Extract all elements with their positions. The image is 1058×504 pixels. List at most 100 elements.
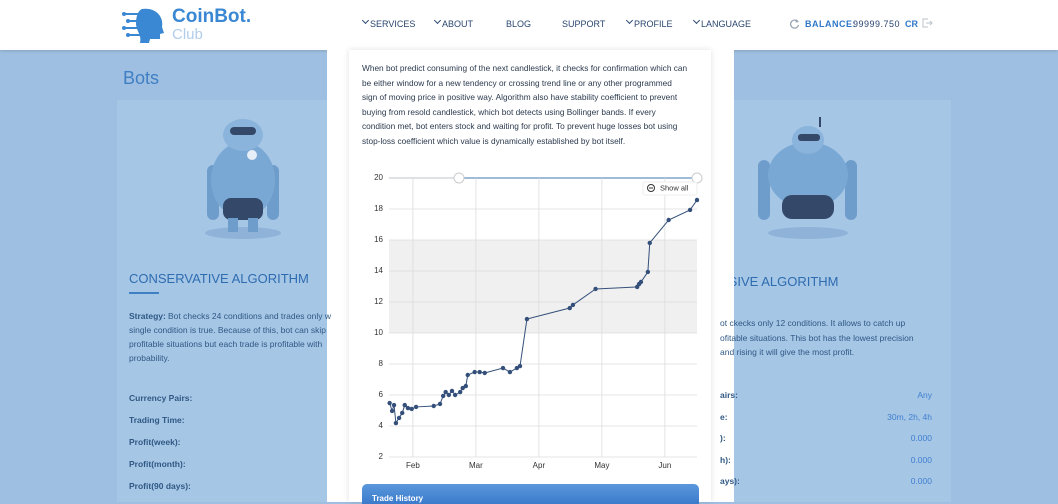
y-tick-label: 10 — [374, 328, 383, 337]
title-underline — [129, 292, 159, 294]
x-tick-label: May — [594, 461, 609, 470]
point — [472, 369, 477, 375]
y-tick-label: 20 — [374, 173, 383, 182]
chart: 2 4 6 8 10 12 14 16 18 20 Feb Mar Apr May Jun Show all — [374, 172, 703, 470]
point — [465, 372, 470, 378]
row-label: ): — [720, 433, 726, 443]
point — [507, 369, 513, 375]
point — [524, 316, 530, 322]
show-all-label[interactable]: Show all — [660, 183, 689, 192]
point — [443, 389, 448, 395]
row-label: e: — [720, 411, 728, 422]
nav-item[interactable]: ABOUT — [442, 19, 474, 29]
description-line: buying from resold candlestick, which bo… — [362, 106, 656, 117]
balance-unit: CR — [905, 19, 918, 29]
nav-chevron[interactable] — [433, 16, 442, 25]
description-line: condition met, bot enters stock and wait… — [362, 121, 678, 131]
point — [482, 370, 487, 376]
robot-left — [205, 119, 281, 239]
x-tick-label: Mar — [469, 461, 483, 470]
strategy-line: single condition is true. Because of thi… — [129, 325, 327, 335]
point — [687, 207, 693, 213]
y-tick-label: 18 — [374, 204, 383, 213]
point — [567, 305, 572, 311]
nav-chevron[interactable] — [361, 16, 370, 25]
zoom-icon[interactable] — [647, 184, 655, 192]
robot-right — [758, 117, 857, 239]
logo-subtitle[interactable]: Club — [172, 26, 203, 43]
point — [405, 405, 411, 411]
point — [645, 269, 651, 275]
row-label: Profit(90 days): — [129, 481, 191, 491]
nav-chevron[interactable] — [625, 16, 634, 25]
plot-band — [389, 240, 697, 333]
point — [393, 420, 399, 426]
point — [463, 383, 469, 389]
logo-icon[interactable] — [122, 5, 167, 43]
nav-item[interactable]: SERVICES — [370, 19, 416, 29]
trade-history-title[interactable]: Trade History — [372, 494, 424, 503]
navigator-handle[interactable] — [453, 172, 465, 184]
point — [666, 217, 671, 223]
point — [391, 402, 397, 408]
point — [694, 197, 700, 203]
y-tick-label: 12 — [374, 297, 383, 306]
nav-item[interactable]: PROFILE — [634, 19, 673, 29]
refresh-icon[interactable] — [789, 18, 800, 29]
row-label: Profit(week): — [129, 437, 181, 447]
nav-item[interactable]: LANGUAGE — [701, 19, 752, 29]
description-line: sign of moving price in positive way. Al… — [362, 92, 678, 102]
point — [570, 302, 576, 308]
header: CoinBot. Club SERVICES ABOUT BLOG SUPPORT PR… — [0, 0, 1058, 50]
card-line: and rising it will give the most profit. — [720, 347, 855, 357]
point — [402, 402, 407, 408]
point — [457, 389, 463, 395]
point — [449, 388, 455, 394]
point — [387, 400, 392, 406]
nav-item[interactable]: SUPPORT — [562, 19, 606, 29]
point — [400, 410, 405, 416]
row-label: ays): — [720, 476, 740, 486]
strategy-line: Bot checks 24 conditions and trades only… — [168, 311, 332, 321]
row-value: 30m, 2h, 4h — [887, 411, 932, 422]
point — [460, 385, 465, 391]
point — [517, 363, 523, 369]
y-tick-label: 16 — [374, 235, 383, 244]
card-line: ot ckecks only 12 conditions. It allows … — [720, 318, 906, 328]
x-tick-label: Feb — [406, 461, 420, 470]
row-label: Profit(month): — [129, 459, 186, 469]
show-all-button[interactable] — [642, 181, 698, 196]
row-label: Currency Pairs: — [129, 393, 193, 403]
page-title: Bots — [123, 68, 160, 88]
y-tick-label: 14 — [374, 266, 383, 275]
point — [413, 404, 419, 410]
point — [647, 240, 652, 246]
row-value: 0.000 — [910, 433, 932, 443]
y-tick-label: 2 — [379, 452, 384, 461]
balance-label: BALANCE: — [805, 19, 856, 29]
row-value: 0.000 — [910, 476, 932, 486]
point — [389, 408, 395, 414]
description-line: stop-loss coefficient which value is dyn… — [362, 135, 626, 146]
point — [452, 392, 458, 398]
point — [437, 401, 443, 407]
strategy-label: Strategy: — [129, 311, 166, 321]
point — [477, 369, 482, 375]
nav-chevron[interactable] — [692, 16, 701, 25]
trade-history-bar[interactable] — [362, 484, 699, 504]
balance-value: 99999.750 — [853, 19, 901, 29]
logout-icon[interactable] — [921, 17, 933, 29]
nav-item[interactable]: BLOG — [506, 19, 532, 29]
y-tick-label: 8 — [379, 359, 384, 368]
description-line: be either window for a new tendency or c… — [362, 77, 672, 88]
strategy-line: probability. — [129, 353, 170, 363]
card-title: CONSERVATIVE ALGORITHM — [129, 271, 309, 286]
point — [396, 415, 402, 421]
row-value: Any — [917, 390, 932, 400]
point — [409, 406, 414, 412]
row-label: airs: — [720, 390, 738, 400]
row-label: h): — [720, 454, 731, 465]
strategy-line: profitable situations but each trade is … — [129, 339, 323, 349]
logo-title[interactable]: CoinBot. — [172, 6, 252, 27]
